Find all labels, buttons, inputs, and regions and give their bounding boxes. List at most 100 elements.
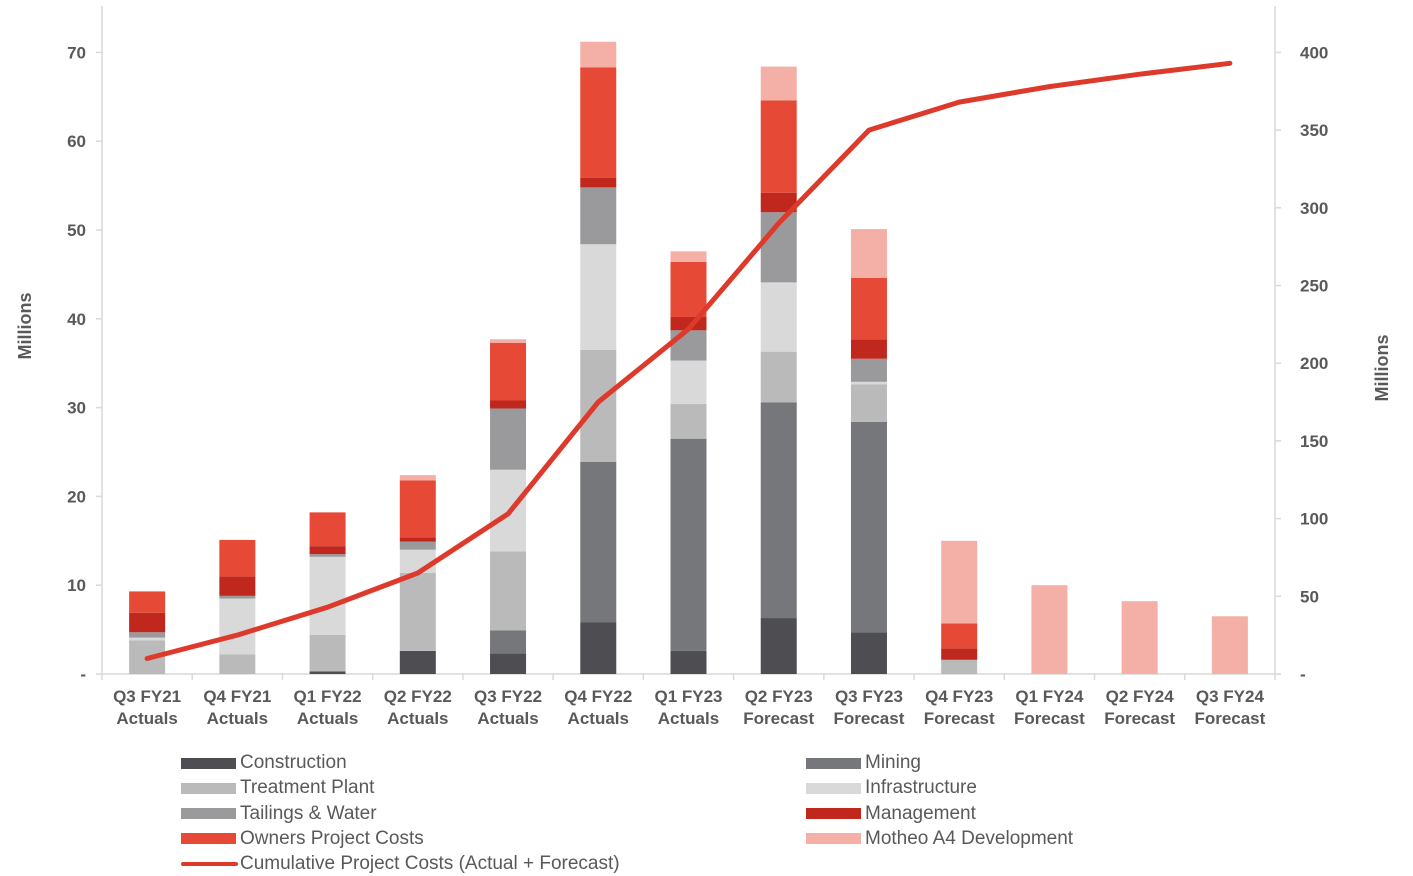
- bar-segment-owners-project-costs: [490, 342, 527, 401]
- x-tick-label: Forecast: [834, 709, 905, 728]
- y-axis-title-right: Millions: [1372, 335, 1392, 402]
- x-tick-label: Actuals: [658, 709, 719, 728]
- legend-label: Motheo A4 Development: [865, 827, 1074, 849]
- bar-segment-tailings-water: [399, 541, 436, 550]
- bar-segment-infrastructure: [760, 282, 797, 352]
- legend-swatch: [181, 808, 236, 820]
- legend-label: Treatment Plant: [240, 777, 375, 799]
- bar-segment-infrastructure: [399, 549, 436, 573]
- bar-segment-owners-project-costs: [309, 512, 346, 547]
- bar-segment-treatment-plant: [490, 551, 527, 631]
- chart: - 10 20 30 40 50 60 70 - 50 100 150 200 250 300 350 400 Q…: [15, 6, 1392, 728]
- legend: Construction Treatment Plant Tailings & Wa…: [0, 748, 1413, 876]
- bar-segment-management: [309, 546, 346, 555]
- x-tick-label: Q1 FY23: [654, 687, 722, 706]
- x-tick-label: Q2 FY22: [384, 687, 452, 706]
- legend-label: Management: [865, 802, 976, 824]
- bar-segment-owners-project-costs: [580, 67, 617, 178]
- legend-swatch: [806, 808, 861, 820]
- y-tick-label-right: -: [1300, 665, 1306, 684]
- bar-segment-treatment-plant: [760, 351, 797, 403]
- bar-segment-tailings-water: [670, 330, 707, 361]
- legend-swatch: [806, 757, 861, 769]
- bar-segment-management: [850, 339, 887, 359]
- bar-segment-management: [399, 537, 436, 542]
- bar-segment-mining: [850, 421, 887, 633]
- legend-item: Cumulative Project Costs (Actual + Forec…: [181, 852, 620, 876]
- bar-segment-tailings-water: [129, 632, 166, 638]
- bar-segment-owners-project-costs: [399, 480, 436, 538]
- bar-segment-construction: [490, 653, 527, 674]
- bar-segment-construction: [399, 650, 436, 674]
- legend-item: Treatment Plant: [181, 776, 374, 800]
- bar-segment-infrastructure: [129, 637, 166, 641]
- bars: [129, 41, 1248, 674]
- y-tick-label-left: 20: [67, 487, 86, 506]
- y-tick-label-left: 30: [67, 399, 86, 418]
- bar-segment-mining: [760, 402, 797, 619]
- y-tick-label-right: 250: [1300, 276, 1328, 295]
- x-tick-label: Q4 FY23: [925, 687, 993, 706]
- y-tick-label-right: 400: [1300, 43, 1328, 62]
- x-tick-label: Forecast: [743, 709, 814, 728]
- legend-swatch: [181, 833, 236, 845]
- x-tick-label: Q3 FY21: [113, 687, 181, 706]
- bar-segment-treatment-plant: [670, 404, 707, 439]
- x-tick-label: Actuals: [207, 709, 268, 728]
- cumulative-line-layer: [144, 60, 1233, 661]
- bar-segment-motheo-a4-development: [490, 339, 527, 343]
- bar-segment-construction: [760, 618, 797, 674]
- legend-label: Infrastructure: [865, 777, 977, 799]
- bar-segment-management: [490, 400, 527, 409]
- x-tick-label: Forecast: [1194, 709, 1265, 728]
- y-tick-label-right: 100: [1300, 510, 1328, 529]
- bar-segment-treatment-plant: [399, 572, 436, 651]
- bar-segment-treatment-plant: [941, 659, 978, 674]
- bar-segment-infrastructure: [219, 598, 256, 655]
- x-tick-label: Forecast: [924, 709, 995, 728]
- y-tick-label-left: 40: [67, 310, 86, 329]
- legend-label: Tailings & Water: [240, 802, 377, 824]
- y-tick-label-right: 150: [1300, 432, 1328, 451]
- bar-segment-owners-project-costs: [941, 623, 978, 649]
- bar-segment-motheo-a4-development: [1121, 601, 1158, 674]
- x-tick-label: Actuals: [387, 709, 448, 728]
- y-tick-label-left: 60: [67, 132, 86, 151]
- legend-item: Management: [806, 802, 976, 826]
- y-axis-title-left: Millions: [15, 293, 35, 360]
- x-tick-label: Q2 FY24: [1106, 687, 1175, 706]
- legend-item: Mining: [806, 751, 921, 775]
- cumulative-project-costs-line: [144, 60, 1233, 661]
- legend-item: Motheo A4 Development: [806, 827, 1073, 851]
- bar-segment-owners-project-costs: [670, 261, 707, 318]
- bar-segment-infrastructure: [850, 381, 887, 385]
- bar-segment-tailings-water: [580, 187, 617, 245]
- bar-segment-infrastructure: [670, 360, 707, 405]
- bar-segment-motheo-a4-development: [580, 41, 617, 68]
- x-tick-label: Forecast: [1104, 709, 1175, 728]
- legend-label: Construction: [240, 752, 347, 773]
- legend-label: Mining: [865, 752, 921, 773]
- x-tick-label: Q1 FY22: [294, 687, 362, 706]
- bar-segment-management: [760, 192, 797, 213]
- bar-segment-mining: [580, 461, 617, 623]
- legend-item: Owners Project Costs: [181, 827, 424, 851]
- bar-segment-motheo-a4-development: [941, 540, 978, 624]
- y-tick-label-left: -: [80, 665, 86, 684]
- bar-segment-construction: [580, 622, 617, 674]
- bar-segment-motheo-a4-development: [1211, 616, 1248, 674]
- x-tick-label: Actuals: [116, 709, 177, 728]
- y-tick-label-left: 10: [67, 576, 86, 595]
- x-tick-label: Q4 FY22: [564, 687, 632, 706]
- x-tick-label: Forecast: [1014, 709, 1085, 728]
- bar-segment-management: [219, 576, 256, 596]
- bar-segment-mining: [670, 438, 707, 651]
- x-tick-label: Q1 FY24: [1015, 687, 1084, 706]
- bar-segment-motheo-a4-development: [760, 66, 797, 101]
- bar-segment-tailings-water: [309, 554, 346, 557]
- x-tick-label: Actuals: [297, 709, 358, 728]
- bar-segment-management: [129, 612, 166, 633]
- x-tick-label: Actuals: [477, 709, 538, 728]
- bar-segment-owners-project-costs: [219, 539, 256, 577]
- legend-swatch: [806, 833, 861, 845]
